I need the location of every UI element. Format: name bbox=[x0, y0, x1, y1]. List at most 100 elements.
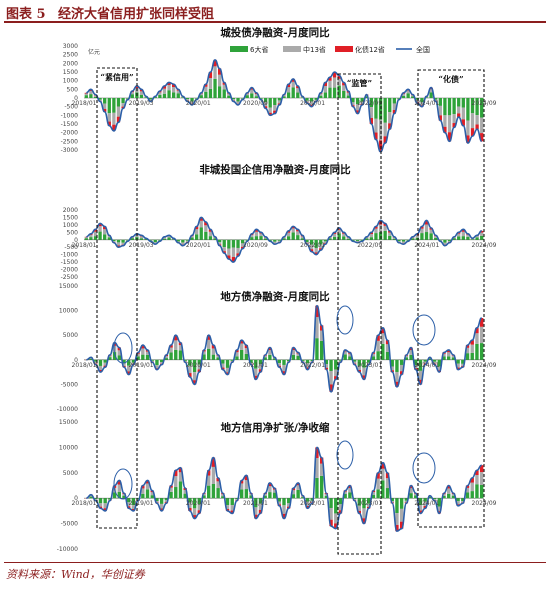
bar-middle-13 bbox=[199, 93, 203, 96]
bar-six-provinces bbox=[428, 358, 432, 360]
bar-six-provinces bbox=[351, 98, 355, 103]
x-tick-label: 2022/01 bbox=[300, 500, 325, 507]
bar-middle-13 bbox=[328, 80, 332, 88]
bar-debt-12 bbox=[112, 124, 116, 131]
bar-six-provinces bbox=[328, 87, 332, 98]
bar-debt-12 bbox=[98, 223, 102, 227]
bar-middle-13 bbox=[183, 360, 187, 362]
bar-middle-13 bbox=[103, 229, 107, 235]
bar-middle-13 bbox=[162, 88, 167, 94]
bar-debt-12 bbox=[337, 227, 341, 230]
bar-six-provinces bbox=[395, 498, 399, 514]
bar-six-provinces bbox=[244, 353, 249, 360]
bar-middle-13 bbox=[254, 368, 258, 376]
bar-middle-13 bbox=[131, 505, 136, 509]
bar-six-provinces bbox=[188, 359, 192, 366]
bar-six-provinces bbox=[268, 492, 272, 499]
highlight-circle bbox=[412, 452, 436, 484]
y-tick-label: 1000 bbox=[63, 78, 78, 85]
bar-middle-13 bbox=[367, 362, 371, 364]
bar-six-provinces bbox=[447, 356, 451, 360]
bar-middle-13 bbox=[388, 232, 392, 236]
bar-middle-13 bbox=[197, 364, 201, 370]
bar-debt-12 bbox=[465, 485, 470, 488]
bar-middle-13 bbox=[263, 355, 267, 358]
bar-debt-12 bbox=[399, 521, 404, 529]
bar-debt-12 bbox=[395, 381, 399, 387]
bar-six-provinces bbox=[199, 95, 203, 98]
y-tick-label: -1500 bbox=[61, 121, 79, 128]
bar-middle-13 bbox=[84, 93, 88, 96]
bar-debt-12 bbox=[296, 482, 300, 486]
bar-six-provinces bbox=[162, 93, 167, 98]
bar-six-provinces bbox=[329, 498, 333, 508]
bar-six-provinces bbox=[126, 239, 130, 241]
bar-debt-12 bbox=[258, 509, 263, 514]
bar-middle-13 bbox=[415, 99, 419, 103]
y-tick-label: -10000 bbox=[57, 406, 78, 413]
bar-debt-12 bbox=[305, 506, 310, 509]
bar-debt-12 bbox=[423, 506, 427, 509]
bar-debt-12 bbox=[409, 347, 413, 351]
bar-middle-13 bbox=[362, 367, 366, 376]
bar-six-provinces bbox=[475, 484, 479, 499]
figure-header: 图表 5 经济大省信用扩张同样受阻 bbox=[0, 0, 550, 23]
bar-middle-13 bbox=[362, 508, 366, 519]
bar-six-provinces bbox=[185, 98, 190, 100]
bar-debt-12 bbox=[145, 349, 150, 352]
bar-six-provinces bbox=[314, 98, 318, 100]
bar-six-provinces bbox=[355, 98, 360, 105]
bar-debt-12 bbox=[291, 488, 296, 491]
y-tick-label: -5000 bbox=[61, 521, 79, 528]
y-tick-label: 2000 bbox=[63, 207, 78, 214]
bar-middle-13 bbox=[240, 243, 245, 247]
bar-middle-13 bbox=[282, 505, 286, 514]
y-tick-label: -2500 bbox=[61, 274, 79, 281]
bar-six-provinces bbox=[174, 349, 178, 360]
y-tick-label: 1500 bbox=[63, 214, 78, 221]
bar-middle-13 bbox=[176, 241, 180, 243]
y-tick-label: 2500 bbox=[63, 52, 78, 59]
bar-debt-12 bbox=[465, 345, 470, 348]
bar-debt-12 bbox=[319, 457, 324, 464]
bar-middle-13 bbox=[103, 362, 107, 366]
bar-debt-12 bbox=[230, 510, 234, 514]
bar-six-provinces bbox=[401, 239, 406, 242]
bar-middle-13 bbox=[116, 242, 121, 246]
bar-middle-13 bbox=[401, 93, 406, 96]
y-tick-label: 15000 bbox=[59, 283, 78, 290]
bar-debt-12 bbox=[296, 229, 300, 232]
bar-middle-13 bbox=[404, 355, 409, 358]
bar-six-provinces bbox=[272, 358, 277, 360]
bar-debt-12 bbox=[334, 523, 338, 529]
bar-debt-12 bbox=[225, 372, 230, 375]
bar-six-provinces bbox=[475, 343, 479, 360]
bar-six-provinces bbox=[194, 234, 199, 240]
bar-six-provinces bbox=[107, 237, 111, 240]
bar-middle-13 bbox=[343, 491, 347, 495]
bar-six-provinces bbox=[176, 239, 180, 242]
series-line-nationwide bbox=[86, 446, 482, 533]
bar-middle-13 bbox=[145, 351, 150, 355]
bar-debt-12 bbox=[470, 340, 474, 345]
bar-debt-12 bbox=[204, 221, 208, 226]
bar-middle-13 bbox=[93, 95, 98, 97]
bar-middle-13 bbox=[291, 490, 296, 495]
bar-debt-12 bbox=[222, 82, 226, 85]
bar-six-provinces bbox=[268, 354, 272, 360]
bar-debt-12 bbox=[332, 72, 337, 78]
footer-rule bbox=[4, 562, 546, 563]
bar-six-provinces bbox=[273, 98, 277, 106]
bar-six-provinces bbox=[466, 236, 470, 240]
bar-six-provinces bbox=[310, 359, 314, 362]
bar-six-provinces bbox=[141, 493, 145, 499]
bar-six-provinces bbox=[176, 93, 180, 98]
highlight-circle bbox=[336, 440, 354, 470]
bar-debt-12 bbox=[447, 349, 451, 353]
bar-debt-12 bbox=[291, 347, 296, 351]
bar-middle-13 bbox=[145, 483, 150, 490]
bar-six-provinces bbox=[254, 236, 259, 240]
bar-debt-12 bbox=[127, 506, 131, 509]
bar-debt-12 bbox=[258, 369, 263, 373]
x-tick-label: 2019/03 bbox=[129, 100, 154, 107]
